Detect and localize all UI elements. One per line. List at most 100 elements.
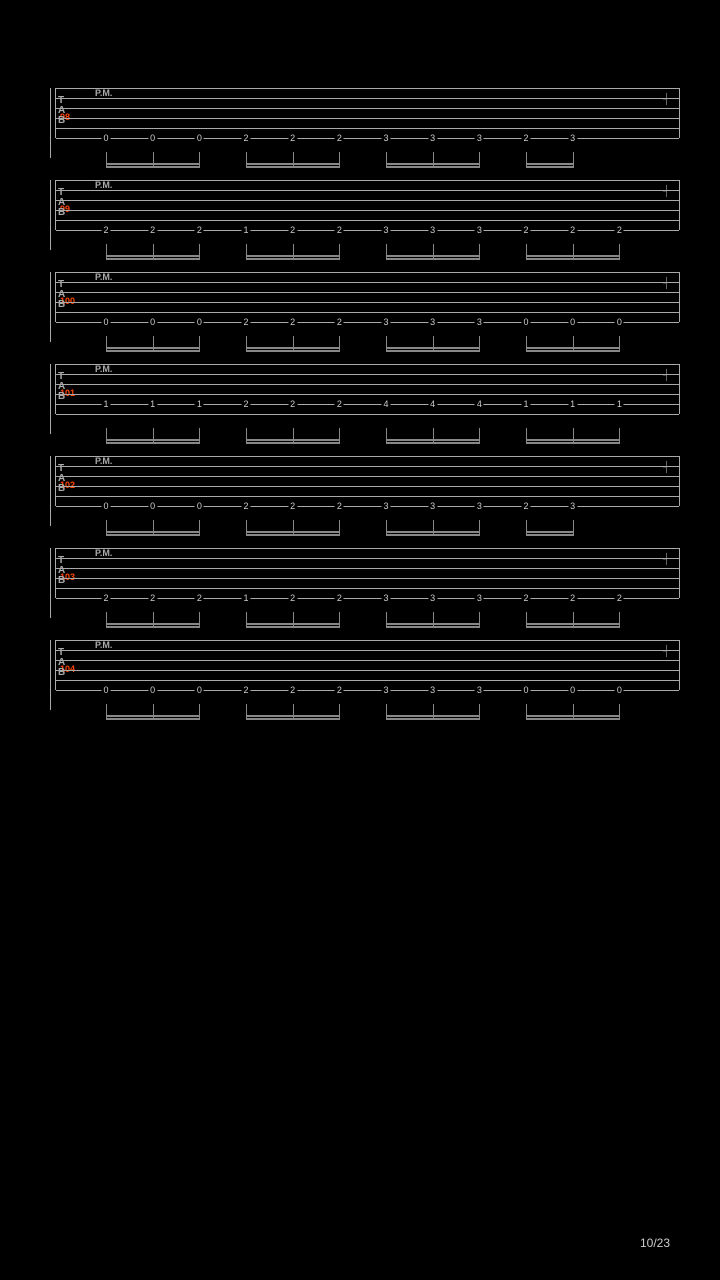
beam-line [106, 255, 200, 257]
beam-line [386, 442, 480, 444]
beam-line [246, 255, 340, 257]
beam-line [526, 626, 620, 628]
tab-clef-label: TAB [58, 96, 65, 126]
fret-number: 2 [101, 593, 110, 603]
fret-number: 4 [428, 399, 437, 409]
beam-line [526, 255, 620, 257]
beam-line [106, 715, 200, 717]
fret-number: 2 [148, 593, 157, 603]
string-line [56, 292, 679, 293]
beam-line [246, 258, 340, 260]
string-line [56, 660, 679, 661]
fret-number: 2 [241, 501, 250, 511]
string-line [56, 456, 679, 457]
beam-line [106, 350, 200, 352]
fret-number: 2 [288, 501, 297, 511]
fret-number: 1 [615, 399, 624, 409]
fret-number: 2 [521, 225, 530, 235]
string-line [56, 88, 679, 89]
tab-staff: TAB111222444111 [55, 364, 680, 414]
string-line [56, 476, 679, 477]
beam-line [526, 623, 620, 625]
measure-block: P.M.┤102TAB00022233323 [40, 456, 680, 506]
string-line [56, 272, 679, 273]
beam-line [386, 163, 480, 165]
string-line [56, 118, 679, 119]
beam-line [526, 350, 620, 352]
beam-line [106, 718, 200, 720]
fret-number: 0 [101, 501, 110, 511]
fret-number: 1 [241, 593, 250, 603]
fret-number: 3 [428, 685, 437, 695]
fret-number: 3 [428, 317, 437, 327]
fret-number: 2 [241, 399, 250, 409]
fret-number: 2 [101, 225, 110, 235]
string-line [56, 128, 679, 129]
beam-line [386, 347, 480, 349]
fret-number: 3 [381, 317, 390, 327]
tab-staff: TAB000222333000 [55, 272, 680, 322]
tab-clef-label: TAB [58, 372, 65, 402]
tab-staff: TAB00022233323 [55, 456, 680, 506]
string-line [56, 312, 679, 313]
beam-line [106, 163, 200, 165]
fret-number: 2 [568, 593, 577, 603]
string-line [56, 190, 679, 191]
fret-number: 3 [381, 501, 390, 511]
string-line [56, 98, 679, 99]
fret-number: 0 [101, 317, 110, 327]
beam-line [526, 442, 620, 444]
beam-line [526, 166, 574, 168]
fret-number: 4 [381, 399, 390, 409]
beam-line [386, 626, 480, 628]
fret-number: 1 [148, 399, 157, 409]
fret-number: 2 [241, 685, 250, 695]
beam-line [526, 163, 574, 165]
string-line [56, 180, 679, 181]
string-line [56, 588, 679, 589]
tab-clef-label: TAB [58, 556, 65, 586]
fret-number: 3 [475, 317, 484, 327]
string-line [56, 108, 679, 109]
tab-sheet-container: P.M.┤98TAB00022233323P.M.┤99TAB222122333… [0, 0, 720, 690]
measure-block: P.M.┤98TAB00022233323 [40, 88, 680, 138]
string-line [56, 486, 679, 487]
fret-number: 2 [288, 685, 297, 695]
beam-line [106, 439, 200, 441]
beam-line [386, 534, 480, 536]
string-line [56, 670, 679, 671]
beam-line [386, 166, 480, 168]
string-line [56, 578, 679, 579]
fret-number: 0 [195, 133, 204, 143]
beam-line [526, 531, 574, 533]
measure-block: P.M.┤101TAB111222444111 [40, 364, 680, 414]
fret-number: 3 [475, 593, 484, 603]
fret-number: 2 [335, 317, 344, 327]
fret-number: 3 [428, 133, 437, 143]
fret-number: 3 [428, 225, 437, 235]
fret-number: 0 [101, 685, 110, 695]
beam-line [386, 718, 480, 720]
fret-number: 2 [148, 225, 157, 235]
measure-block: P.M.┤100TAB000222333000 [40, 272, 680, 322]
fret-number: 2 [241, 133, 250, 143]
string-line [56, 374, 679, 375]
fret-number: 3 [381, 593, 390, 603]
fret-number: 0 [148, 133, 157, 143]
tab-staff: TAB222122333222 [55, 180, 680, 230]
fret-number: 4 [475, 399, 484, 409]
fret-number: 3 [475, 685, 484, 695]
measure-block: P.M.┤103TAB222122333222 [40, 548, 680, 598]
fret-number: 3 [381, 225, 390, 235]
tab-staff: TAB00022233323 [55, 88, 680, 138]
tab-staff: TAB000222333000 [55, 640, 680, 690]
beam-line [246, 718, 340, 720]
fret-number: 1 [195, 399, 204, 409]
fret-number: 3 [475, 225, 484, 235]
fret-number: 0 [195, 317, 204, 327]
beam-line [246, 534, 340, 536]
beam-line [386, 350, 480, 352]
fret-number: 2 [288, 317, 297, 327]
beam-line [106, 534, 200, 536]
fret-number: 2 [288, 225, 297, 235]
